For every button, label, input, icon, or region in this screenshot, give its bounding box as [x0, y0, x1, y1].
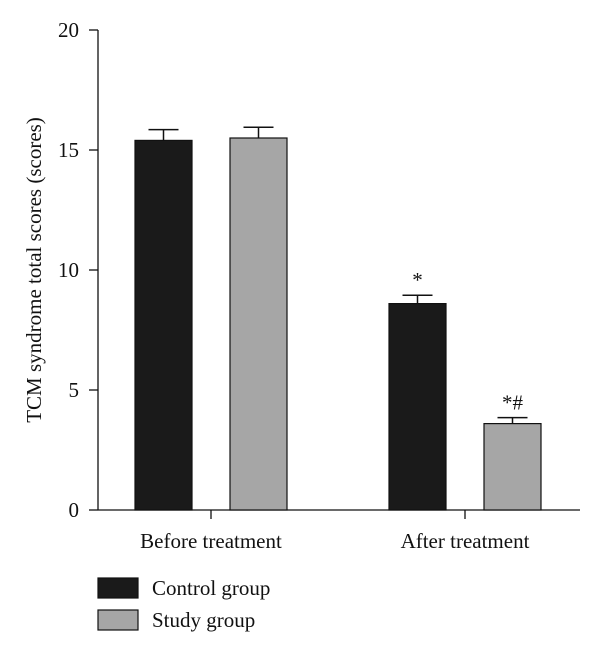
bars [134, 126, 542, 511]
y-tick-label-5: 5 [69, 378, 80, 402]
labels: * *# [412, 268, 523, 414]
x-tick-label-1: After treatment [401, 529, 530, 553]
axes: 0 5 10 15 20 Before treatment After treatment T… [22, 18, 580, 553]
legend-label-0: Control group [152, 576, 270, 600]
legend: Control group Study group [97, 576, 270, 632]
y-tick-label-15: 15 [58, 138, 79, 162]
x-tick-label-0: Before treatment [140, 529, 282, 553]
y-tick-label-20: 20 [58, 18, 79, 42]
legend-swatch-1 [97, 609, 139, 631]
bar-series1-cat0 [229, 137, 288, 511]
y-tick-label-10: 10 [58, 258, 79, 282]
y-tick-label-0: 0 [69, 498, 80, 522]
bar-series1-cat1 [483, 423, 542, 511]
annotation-series1-cat1: *# [502, 391, 524, 415]
y-axis-title: TCM syndrome total scores (scores) [22, 117, 46, 423]
bar-series0-cat0 [134, 139, 193, 511]
legend-label-1: Study group [152, 608, 255, 632]
legend-swatch-0 [97, 577, 139, 599]
bar-series0-cat1 [388, 303, 447, 511]
annotation-series0-cat1: * [412, 268, 423, 292]
